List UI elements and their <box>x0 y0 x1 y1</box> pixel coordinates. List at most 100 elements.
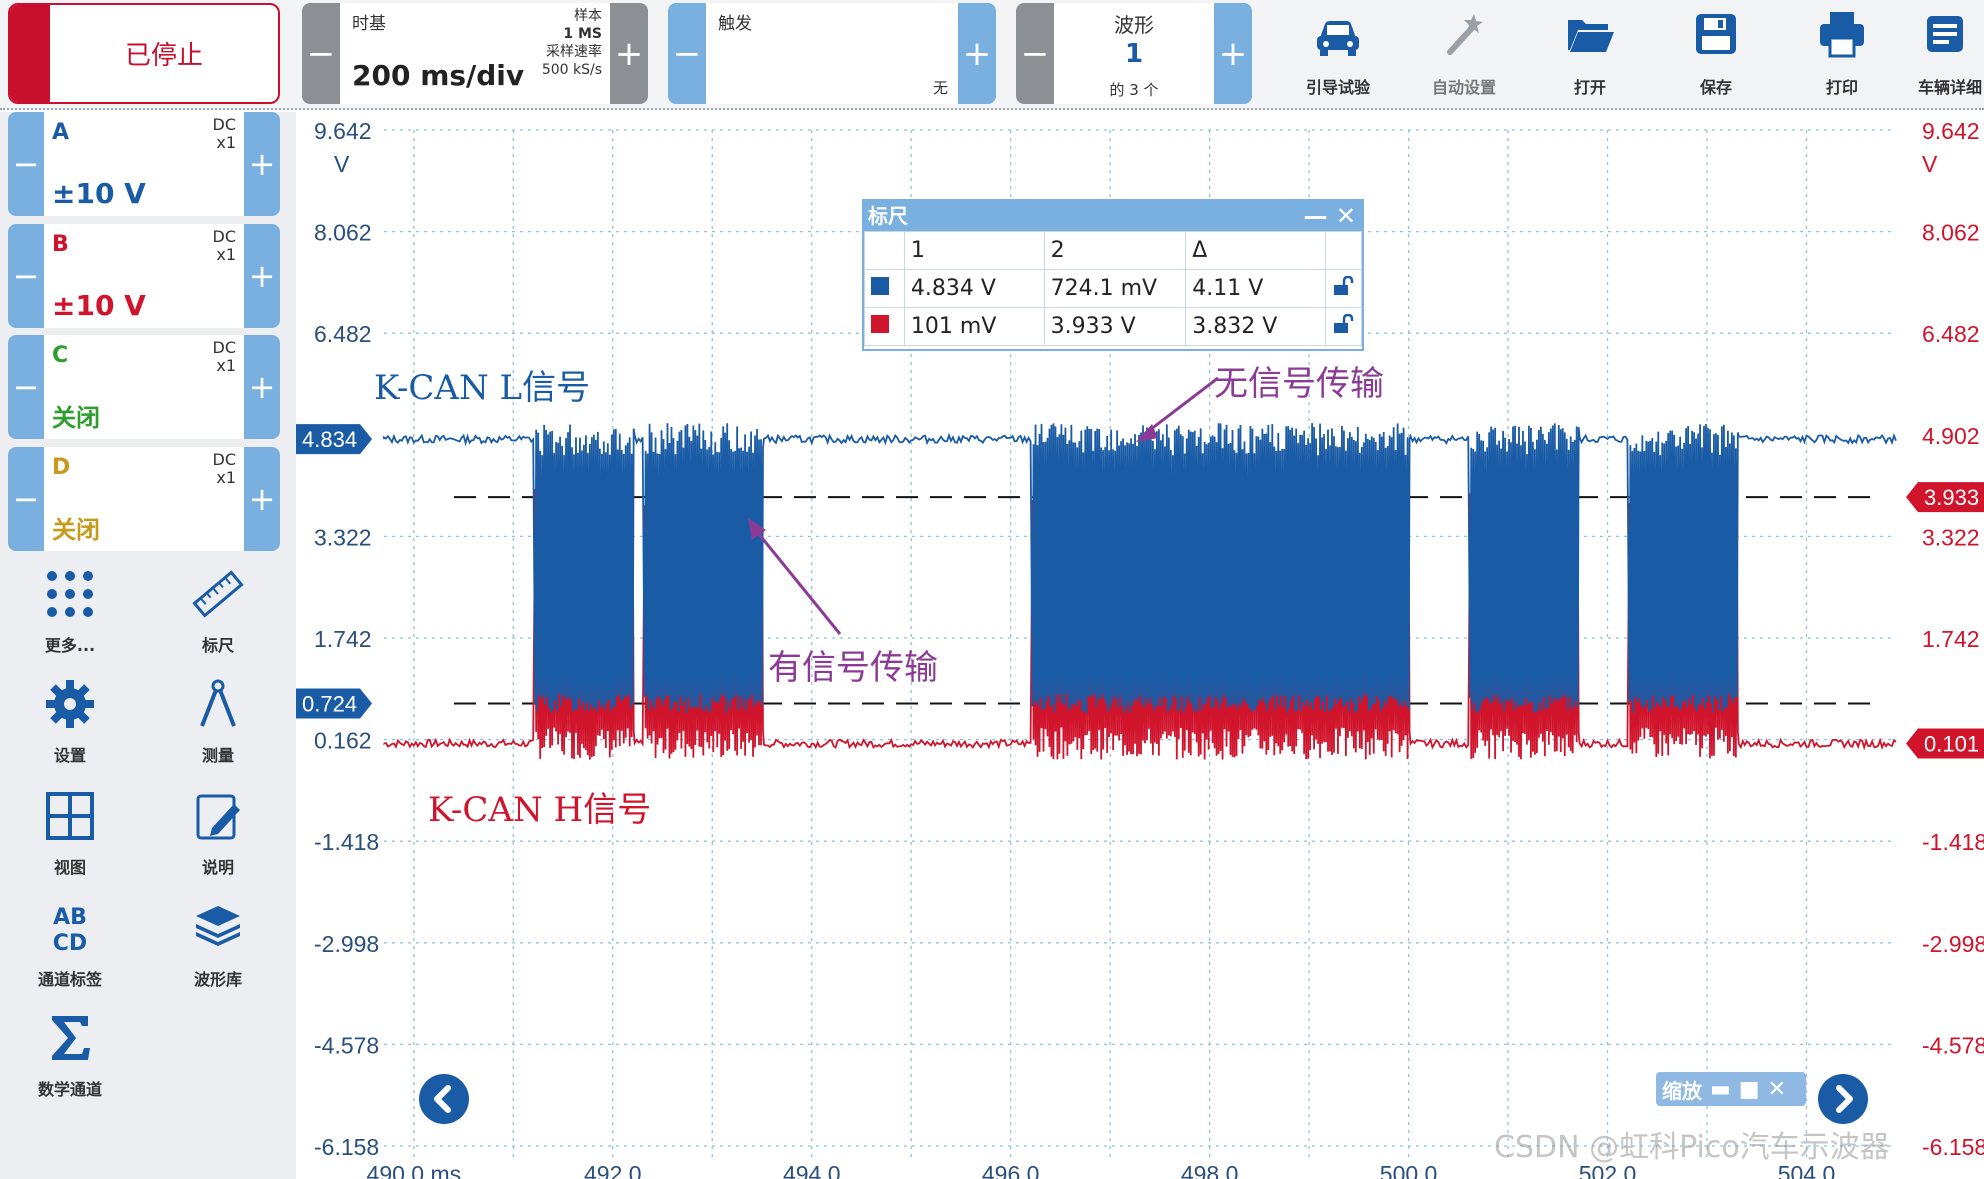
timebase-increase-button[interactable]: + <box>610 3 648 104</box>
measurements-label: 测量 <box>201 746 234 765</box>
minimize-icon[interactable]: — <box>1303 202 1328 230</box>
waveform-next-button[interactable]: + <box>1214 3 1252 104</box>
channel-a-control[interactable]: − A DC x1 ±10 V + <box>8 112 280 216</box>
zoom-close-icon[interactable]: ✕ <box>1767 1076 1787 1102</box>
has-signal-arrow <box>752 527 842 635</box>
row-a-delta: 4.11 V <box>1185 269 1326 308</box>
y-tick-label: -4.578 <box>314 1032 379 1058</box>
views-button[interactable]: 视图 <box>10 790 130 878</box>
waveform-library-icon <box>196 906 240 946</box>
left-ruler-tag <box>296 424 372 455</box>
oscilloscope-plot[interactable]: 9.642 8.062 6.482 3.322 1.742 0.162 -1.418 -2.9… <box>296 112 1984 1179</box>
channel-a-range-decrease-button[interactable]: − <box>8 112 44 216</box>
channel-b-range-decrease-button[interactable]: − <box>8 224 44 328</box>
channel-c-range-increase-button[interactable]: + <box>244 335 280 439</box>
channel-a-range-increase-button[interactable]: + <box>244 112 280 216</box>
channel-c-coupling[interactable]: DC x1 <box>213 339 237 375</box>
channel-d-coupling[interactable]: DC x1 <box>213 451 237 487</box>
channel-a-name: A <box>52 120 70 145</box>
channel-d-range-increase-button[interactable]: + <box>244 447 280 551</box>
zoom-overview-bar[interactable]: 缩放 ▬ ■ ✕ <box>1656 1072 1806 1106</box>
trigger-mode[interactable]: 无 <box>932 79 948 97</box>
waveform-library-label: 波形库 <box>193 970 242 989</box>
settings-button[interactable]: 设置 <box>10 678 130 766</box>
right-y-tick-label: 3.322 <box>1922 524 1980 550</box>
channel-a-coupling[interactable]: DC x1 <box>213 116 237 152</box>
channel-d-range[interactable]: 关闭 <box>52 516 100 544</box>
channel-b-range-increase-button[interactable]: + <box>244 224 280 328</box>
y-tick-label: 8.062 <box>314 220 372 246</box>
math-channels-button[interactable]: 数学通道 <box>10 1012 130 1100</box>
trigger-control[interactable]: − 触发 无 + <box>668 3 996 104</box>
trigger-decrease-button[interactable]: − <box>668 3 706 104</box>
right-y-tick-label: -2.998 <box>1922 931 1984 957</box>
more-label: 更多... <box>44 636 96 655</box>
vehicle-details-label: 车辆详细 <box>1918 78 1983 97</box>
ruler-markers[interactable]: 4.834 0.724 3.933 0.101 <box>296 424 1984 759</box>
close-icon[interactable]: ✕ <box>1335 202 1356 230</box>
channel-c-probe: x1 <box>216 356 236 375</box>
left-panel: − A DC x1 ±10 V + − B DC x1 ±10 V + − C DC… <box>0 112 296 1179</box>
channel-c-range-decrease-button[interactable]: − <box>8 335 44 439</box>
auto-setup-label: 自动设置 <box>1431 78 1496 97</box>
timebase-value[interactable]: 200 ms/div <box>352 59 525 92</box>
lock-icon[interactable] <box>1332 313 1354 334</box>
waveform-library-button[interactable]: 波形库 <box>158 902 278 990</box>
channel-b-coupling[interactable]: DC x1 <box>213 228 237 264</box>
measure-compass-icon <box>200 679 236 727</box>
chevron-right-icon <box>1836 1085 1853 1113</box>
y-tick-label: -2.998 <box>314 931 379 957</box>
zoom-maximize-icon[interactable]: ■ <box>1738 1076 1760 1102</box>
chevron-left-icon <box>434 1085 451 1113</box>
y-tick-label: -1.418 <box>314 829 379 855</box>
channel-labels-button[interactable]: AB CD 通道标签 <box>10 902 130 990</box>
scroll-right-button[interactable] <box>1818 1074 1868 1124</box>
row-b-delta: 3.832 V <box>1185 307 1326 346</box>
open-button[interactable]: 打开 <box>1540 4 1640 104</box>
right-ruler-value: 3.933 <box>1924 485 1979 510</box>
row-b-color <box>864 307 905 346</box>
ruler-legend-panel[interactable]: 标尺 — ✕ 1 2 Δ 4.834 V 724.1 mV 4.11 V 101… <box>862 199 1364 351</box>
right-y-unit-label: V <box>1922 151 1938 177</box>
channel-b-range[interactable]: ±10 V <box>52 289 146 322</box>
waveform-buffer-control[interactable]: − 波形 1 的 3 个 + <box>1016 3 1252 104</box>
row-b-v1: 101 mV <box>903 307 1045 346</box>
kcan-h-annotation: K-CAN H信号 <box>428 790 652 830</box>
channel-c-range[interactable]: 关闭 <box>52 404 100 432</box>
ruler-1-header: 1 <box>903 231 1045 270</box>
trigger-increase-button[interactable]: + <box>958 3 996 104</box>
channel-c-control[interactable]: − C DC x1 关闭 + <box>8 335 280 439</box>
channel-d-control[interactable]: − D DC x1 关闭 + <box>8 447 280 551</box>
timebase-control[interactable]: − 时基 200 ms/div 样本 1 MS 采样速率 500 kS/s + <box>302 3 648 104</box>
measurements-button[interactable]: 测量 <box>158 678 278 766</box>
channel-d-range-decrease-button[interactable]: − <box>8 447 44 551</box>
start-stop-button[interactable]: 已停止 <box>8 3 280 104</box>
auto-setup-button[interactable]: 自动设置 <box>1414 4 1514 104</box>
save-button[interactable]: 保存 <box>1666 4 1766 104</box>
print-button[interactable]: 打印 <box>1792 4 1892 104</box>
ruler-legend-header-row: 1 2 Δ <box>864 231 1363 270</box>
scroll-left-button[interactable] <box>419 1074 469 1124</box>
channel-a-range[interactable]: ±10 V <box>52 177 146 210</box>
waveform-prev-button[interactable]: − <box>1016 3 1054 104</box>
samples-value[interactable]: 1 MS <box>563 26 602 42</box>
channel-d-probe: x1 <box>216 468 236 487</box>
x-tick-label: 504.0 <box>1778 1161 1836 1179</box>
guided-test-button[interactable]: 引导试验 <box>1288 4 1388 104</box>
channel-b-control[interactable]: − B DC x1 ±10 V + <box>8 224 280 328</box>
ruler-2-header: 2 <box>1043 231 1187 270</box>
y-tick-label: 3.322 <box>314 524 372 550</box>
more-button[interactable]: 更多... <box>10 568 130 656</box>
no-signal-arrowhead <box>1136 424 1158 442</box>
vehicle-details-button[interactable]: 车辆详细 <box>1906 4 1984 104</box>
rulers-button[interactable]: 标尺 <box>158 568 278 656</box>
channel-b-probe: x1 <box>216 245 236 264</box>
notes-button[interactable]: 说明 <box>158 790 278 878</box>
sample-rate-label: 采样速率 <box>546 44 602 60</box>
zoom-minimize-icon[interactable]: ▬ <box>1710 1076 1731 1102</box>
lock-icon[interactable] <box>1332 275 1354 296</box>
ruler-legend-header[interactable]: 标尺 — ✕ <box>864 201 1362 231</box>
rulers-label: 标尺 <box>201 636 234 655</box>
timebase-decrease-button[interactable]: − <box>302 3 340 104</box>
